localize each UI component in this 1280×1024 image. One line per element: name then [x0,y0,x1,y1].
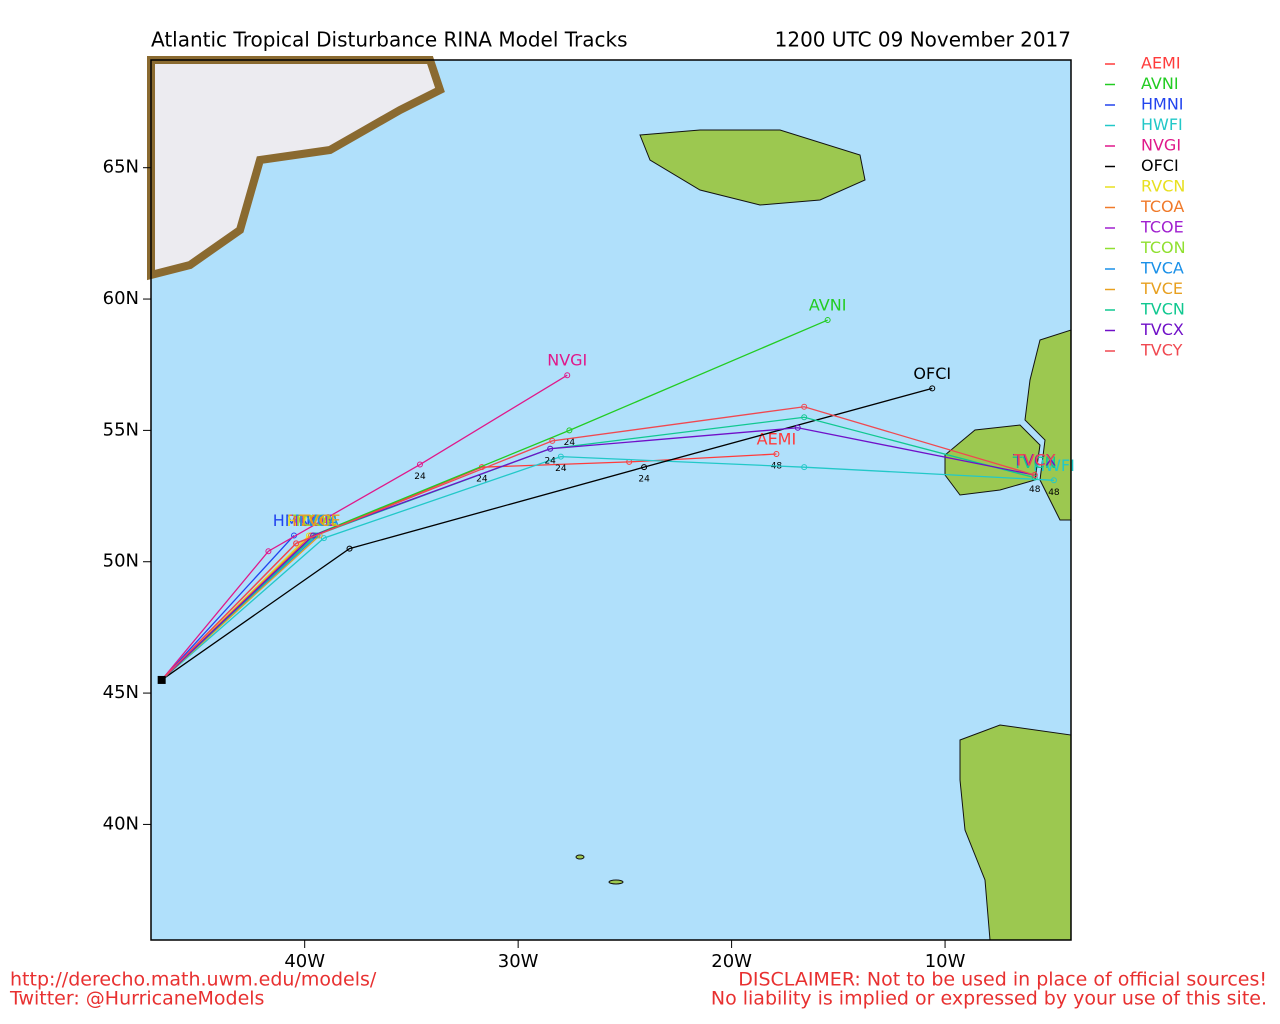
chart-title: Atlantic Tropical Disturbance RINA Model… [151,28,627,52]
hour-label: 48 [1048,488,1060,498]
track-point [265,548,272,555]
legend-label: AVNI [1141,74,1179,93]
track-label: OFCI [913,364,951,383]
tracks: 24 48 AEMI 24 AVNI HMNI 24 48 HWFI 24 NVGI 24 OFCI RV… [157,296,1075,684]
y-tick-label: 50N [103,551,139,572]
track-point [1031,474,1038,481]
track-label: RVCN [287,511,331,530]
hour-label: 24 [476,475,488,485]
track-label: HMNI [273,511,316,530]
hour-label: 24 [638,475,650,485]
x-tick-label: 30W [498,951,539,972]
y-tick-label: 55N [103,419,139,440]
footer-twitter: Twitter: @HurricaneModels [9,988,264,1010]
legend-label: NVGI [1141,136,1181,155]
x-tick-label: 20W [711,951,752,972]
track-label: TVCN [1012,453,1057,472]
chart-subtitle: 1200 UTC 09 November 2017 [775,28,1071,52]
track-point [346,545,353,552]
y-tick-label: 45N [103,682,139,703]
track-point [794,424,801,431]
island [575,854,585,860]
y-tick-label: 65N [103,157,139,178]
legend-label: TVCE [1140,279,1183,298]
track-label: HWFI [1033,456,1075,475]
ocean [151,60,1071,940]
legend-label: RVCN [1141,177,1185,196]
track-point [547,445,554,452]
legend-label: TCOE [1140,218,1184,237]
track-point [549,437,556,444]
y-tick-label: 40N [103,813,139,834]
legend-label: TVCX [1140,320,1184,339]
island [608,879,624,885]
track-label: TCOA [288,511,332,530]
hour-label: 24 [414,472,426,482]
track-point [566,427,573,434]
x-tick-label: 40W [284,951,325,972]
track-point [824,317,831,324]
track-point [293,540,300,547]
hour-label: 24 [555,464,567,474]
start-point [157,675,166,684]
footer-liability: No liability is implied or expressed by … [711,988,1267,1010]
iceland [639,129,866,206]
track [161,427,1035,681]
track-point [557,453,564,460]
legend-label: OFCI [1141,156,1179,175]
greenland [147,56,445,281]
track-point [564,372,571,379]
track-label: AVNI [809,296,847,315]
track [161,406,1035,681]
legend-label: AEMI [1141,54,1181,73]
track-point [801,403,808,410]
track-label: TVCY [1013,451,1056,470]
track-point [801,414,808,421]
land [147,56,1072,941]
legend-label: HWFI [1141,115,1183,134]
legend-label: TVCY [1140,341,1183,360]
map-frame [150,59,1072,941]
footer-url: http://derecho.math.uwm.edu/models/ [10,969,377,991]
track-label: TCOE [291,511,335,530]
track-label: TVCA [295,511,339,530]
track-label: NVGI [547,351,587,370]
x-tick-label: 10W [925,951,966,972]
track-label: TCON [292,511,338,530]
track [161,374,568,681]
track-label: TVCE [298,511,341,530]
legend-label: HMNI [1141,95,1184,114]
hour-label: 24 [564,438,576,448]
track-point [1050,477,1057,484]
track [161,535,295,681]
track-point [416,461,423,468]
track-point [801,464,808,471]
footer-disclaimer: DISCLAIMER: Not to be used in place of o… [738,969,1267,991]
hour-label: 24 [544,456,556,466]
track-point [773,451,780,458]
y-tick-label: 60N [103,288,139,309]
track-point [325,514,332,521]
legend-label: TVCA [1140,259,1184,278]
track-point [929,385,936,392]
track-label: TVCX [1012,451,1056,470]
track [161,387,933,681]
hour-label: 48 [1029,485,1041,495]
track-label: AEMI [757,430,797,449]
legend-label: TVCN [1140,300,1185,319]
track-point [641,464,648,471]
legend-label: TCON [1140,238,1186,257]
legend-label: TCOA [1140,197,1184,216]
track [161,456,1054,681]
track-point [320,535,327,542]
track-point [1031,472,1038,479]
